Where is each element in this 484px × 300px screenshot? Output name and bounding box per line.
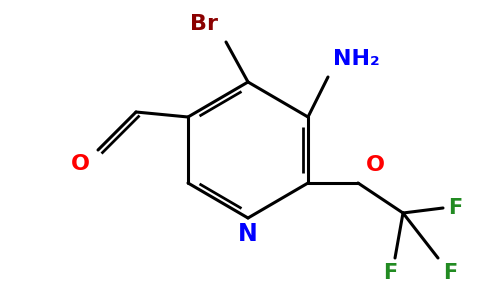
Text: F: F (448, 198, 462, 218)
Text: O: O (366, 155, 385, 175)
Text: N: N (238, 222, 258, 246)
Text: O: O (71, 154, 90, 174)
Text: F: F (383, 263, 397, 283)
Text: Br: Br (190, 14, 218, 34)
Text: NH₂: NH₂ (333, 49, 380, 69)
Text: F: F (443, 263, 457, 283)
